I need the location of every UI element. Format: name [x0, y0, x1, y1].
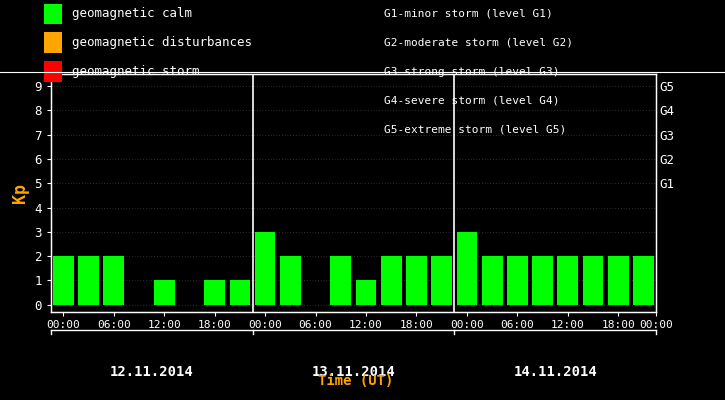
Bar [331, 256, 351, 305]
Bar [104, 256, 124, 305]
Text: geomagnetic storm: geomagnetic storm [72, 65, 200, 78]
Text: G5-extreme storm (level G5): G5-extreme storm (level G5) [384, 124, 566, 134]
Bar [482, 256, 502, 305]
Bar [356, 280, 376, 305]
Bar [381, 256, 402, 305]
Bar [532, 256, 553, 305]
Bar [78, 256, 99, 305]
Text: Time (UT): Time (UT) [318, 374, 393, 388]
Bar [431, 256, 452, 305]
Bar [583, 256, 603, 305]
Bar [608, 256, 629, 305]
Text: 13.11.2014: 13.11.2014 [312, 365, 395, 379]
Text: 12.11.2014: 12.11.2014 [109, 365, 194, 379]
Bar [406, 256, 427, 305]
Bar [254, 232, 276, 305]
Bar [53, 256, 74, 305]
Text: G3-strong storm (level G3): G3-strong storm (level G3) [384, 67, 560, 77]
Text: geomagnetic calm: geomagnetic calm [72, 8, 193, 20]
Bar [507, 256, 528, 305]
Text: G1-minor storm (level G1): G1-minor storm (level G1) [384, 9, 553, 19]
Text: G2-moderate storm (level G2): G2-moderate storm (level G2) [384, 38, 573, 48]
Bar [280, 256, 301, 305]
Text: G4-severe storm (level G4): G4-severe storm (level G4) [384, 95, 560, 105]
Bar [204, 280, 225, 305]
Text: 14.11.2014: 14.11.2014 [513, 365, 597, 379]
Bar [230, 280, 250, 305]
Bar [633, 256, 654, 305]
Bar [558, 256, 578, 305]
Bar [457, 232, 477, 305]
Text: geomagnetic disturbances: geomagnetic disturbances [72, 36, 252, 49]
Y-axis label: Kp: Kp [11, 183, 29, 203]
Bar [154, 280, 175, 305]
